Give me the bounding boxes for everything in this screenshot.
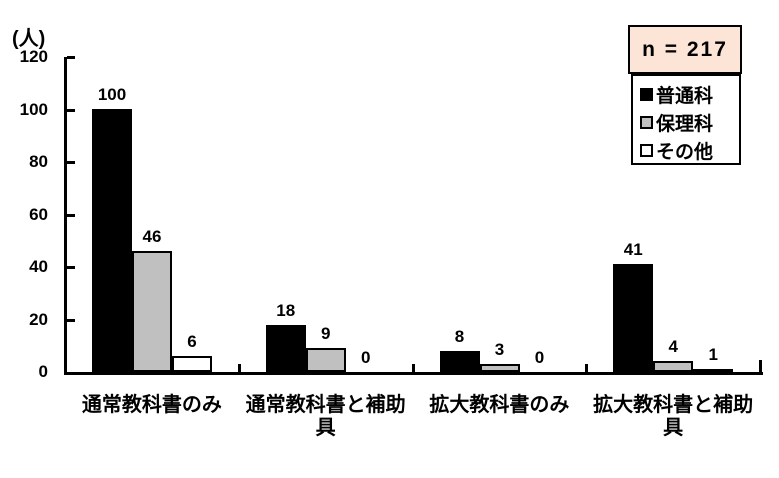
bar-value-label: 9 [321, 324, 331, 343]
category-label: 拡大教科書のみ [429, 394, 570, 416]
y-axis-tick-label: 20 [29, 309, 48, 329]
bar-value-label: 0 [361, 348, 371, 367]
y-axis-tick-label: 120 [19, 47, 48, 66]
legend-item: 保理科 [640, 108, 739, 136]
legend-sample-size-box: n = 217 [628, 25, 742, 74]
bar-value-label: 8 [454, 327, 465, 346]
bar-普通科 [613, 264, 654, 372]
legend-item-label: 保理科 [656, 113, 714, 135]
bar-普通科 [92, 109, 132, 372]
bar-value-label: 41 [623, 240, 643, 259]
y-axis [64, 57, 67, 375]
bar-value-label: 1 [708, 345, 718, 364]
legend-swatch-保理科 [640, 115, 653, 129]
y-axis-tick [67, 161, 75, 164]
y-axis-tick [67, 318, 75, 322]
bar-value-label: 4 [668, 337, 678, 356]
bar-その他 [172, 356, 212, 372]
bar-普通科 [265, 325, 306, 372]
x-axis-tick [411, 364, 415, 372]
y-axis-tick [67, 266, 75, 269]
legend-item: 普通科 [640, 80, 739, 108]
bar-value-label: 18 [276, 301, 296, 320]
x-axis-tick [759, 360, 762, 372]
x-axis-tick [237, 364, 241, 372]
y-axis-tick-label: 80 [29, 152, 48, 171]
category-label: 拡大教科書と補助具 [593, 394, 754, 439]
legend-item-label: その他 [656, 141, 714, 163]
bar-保理科 [305, 348, 346, 372]
y-axis-unit-label: (人) [12, 28, 46, 50]
bar-保理科 [132, 251, 172, 372]
legend-swatch-その他 [640, 143, 653, 157]
category-label: 通常教科書と補助具 [245, 394, 406, 439]
bar-value-label: 100 [97, 85, 127, 104]
bar-value-label: 3 [494, 340, 505, 359]
bar-value-label: 6 [187, 332, 197, 351]
y-axis-tick-label: 100 [19, 99, 48, 119]
y-axis-tick-label: 0 [38, 362, 48, 381]
bar-普通科 [439, 351, 480, 372]
legend-item: その他 [640, 136, 739, 164]
legend-swatch-普通科 [640, 87, 653, 101]
category-label: 通常教科書のみ [81, 394, 222, 416]
y-axis-tick [67, 213, 75, 217]
bar-保理科 [653, 361, 694, 372]
y-axis-tick [67, 108, 75, 112]
legend-item-label: 普通科 [656, 85, 714, 107]
y-axis-tick [67, 56, 75, 59]
sample-size-text: n = 217 [642, 37, 728, 61]
legend: 普通科 保理科 その他 [631, 74, 741, 165]
x-axis [64, 372, 763, 375]
y-axis-tick-label: 40 [29, 257, 48, 276]
bar-value-label: 46 [142, 227, 162, 246]
bar-value-label: 0 [534, 348, 545, 367]
bar-その他 [693, 369, 734, 373]
x-axis-tick [585, 364, 589, 372]
bar-保理科 [479, 364, 520, 372]
y-axis-tick-label: 60 [29, 204, 48, 224]
